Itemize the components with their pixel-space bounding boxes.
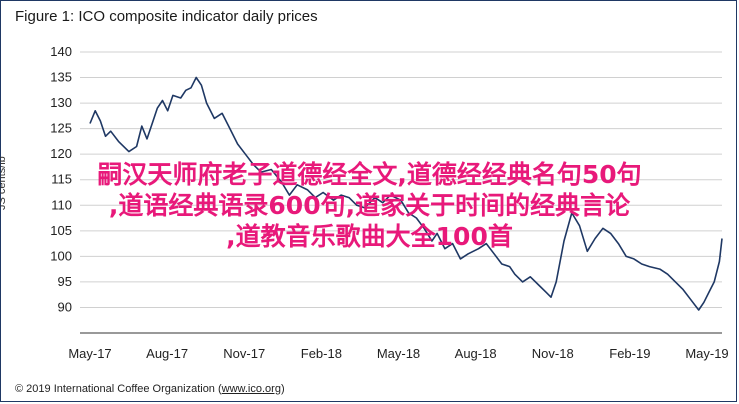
copyright-suffix: ) — [280, 383, 285, 395]
y-tick-label: 120 — [50, 146, 72, 161]
y-tick-label: 130 — [50, 95, 72, 110]
x-tick-label: Aug-18 — [455, 346, 497, 361]
y-tick-label: 105 — [50, 223, 72, 238]
x-tick-label: Aug-17 — [146, 346, 188, 361]
chart-title: Figure 1: ICO composite indicator daily … — [15, 8, 318, 25]
y-tick-label: 90 — [58, 299, 72, 314]
ico-website-link[interactable]: www.ico.org — [221, 383, 281, 395]
overlay-text-line-3: ,道教音乐歌曲大全100首 — [226, 222, 513, 251]
x-tick-label: May-17 — [68, 346, 111, 361]
y-tick-label: 125 — [50, 121, 72, 136]
x-tick-label: Nov-18 — [532, 346, 574, 361]
copyright-footer: © 2019 International Coffee Organization… — [15, 383, 285, 395]
x-tick-label: May-19 — [685, 346, 728, 361]
x-tick-label: Feb-18 — [301, 346, 342, 361]
y-tick-label: 100 — [50, 248, 72, 263]
y-tick-label: 110 — [51, 197, 72, 212]
x-tick-label: May-18 — [377, 346, 420, 361]
y-tick-label: 135 — [50, 70, 72, 85]
overlay-text-line-1: 嗣汉天师府老子道德经全文,道德经经典名句50句 — [97, 160, 642, 189]
y-tick-label: 140 — [50, 44, 72, 59]
x-tick-label: Feb-19 — [609, 346, 650, 361]
copyright-prefix: © 2019 International Coffee Organization… — [15, 383, 222, 395]
price-series-line — [89, 76, 723, 311]
y-tick-label: 115 — [51, 172, 72, 187]
overlay-text-line-2: ,道语经典语录600句,道家关于时间的经典言论 — [108, 191, 631, 220]
x-tick-label: Nov-17 — [223, 346, 265, 361]
y-tick-label: 95 — [58, 274, 72, 289]
